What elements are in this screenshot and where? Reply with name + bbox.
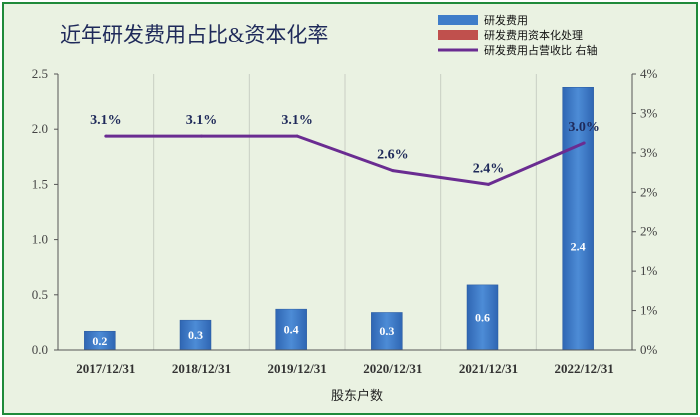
bar-data-label: 2.4 <box>571 240 586 254</box>
bar <box>466 284 499 351</box>
x-tick-label: 2020/12/31 <box>363 361 422 376</box>
line-series: 3.1% 3.1% 3.1% 2.6% 2.4% 3.0% <box>90 113 600 186</box>
left-tick-label: 2.5 <box>32 66 48 81</box>
line-point <box>582 141 586 145</box>
legend-label: 研发费用占营收比 右轴 <box>484 43 598 57</box>
left-tick-label: 2.0 <box>32 121 48 136</box>
line-point <box>200 134 203 138</box>
line-path <box>105 134 585 186</box>
legend-swatch <box>438 15 478 25</box>
bar <box>562 86 594 351</box>
line-data-label: 3.1% <box>90 113 122 128</box>
right-tick-label: 4% <box>640 66 658 81</box>
legend-label: 研发费用资本化处理 <box>484 28 583 42</box>
left-tick-label: 1.5 <box>32 176 48 191</box>
line-data-label: 2.4% <box>473 161 505 176</box>
bar-data-label: 0.3 <box>188 328 203 342</box>
bar-data-label: 0.2 <box>92 334 107 348</box>
x-tick-label: 2019/12/31 <box>268 361 327 376</box>
chart-axes: 0.0 0.5 1.0 1.5 2.0 2.5 0% 1% 1% 2% 2% 3% 3% 4% 2017/1… <box>32 66 658 376</box>
line-data-label: 2.6% <box>377 148 409 163</box>
right-tick-label: 2% <box>640 224 658 239</box>
chart-grid <box>57 74 633 350</box>
left-tick-label: 0.0 <box>32 342 48 357</box>
chart-title: 近年研发费用占比&资本化率 <box>60 23 328 47</box>
x-tick-label: 2017/12/31 <box>76 361 135 376</box>
line-point <box>295 134 299 138</box>
bar <box>179 319 212 351</box>
x-tick-label: 2021/12/31 <box>459 361 518 376</box>
legend-swatch <box>438 30 478 40</box>
x-axis-label: 股东户数 <box>331 388 383 404</box>
bar <box>275 308 307 351</box>
line-point <box>487 182 490 186</box>
left-tick-label: 0.5 <box>32 287 48 302</box>
left-tick-label: 1.0 <box>32 232 48 247</box>
line-point <box>104 134 108 138</box>
right-tick-label: 3% <box>640 145 658 160</box>
line-data-label: 3.1% <box>186 113 218 128</box>
x-tick-label: 2018/12/31 <box>172 361 231 376</box>
line-point <box>391 169 395 173</box>
right-tick-label: 3% <box>640 105 658 120</box>
legend-label: 研发费用 <box>484 13 528 27</box>
bar <box>371 312 403 351</box>
bar-data-label: 0.3 <box>379 324 394 338</box>
right-tick-label: 0% <box>640 342 658 357</box>
right-tick-label: 1% <box>640 303 658 318</box>
bar-series: 0.2 0.3 0.4 0.3 0.6 2.4 <box>84 86 594 351</box>
bar-data-label: 0.4 <box>284 323 299 337</box>
bar-data-label: 0.6 <box>475 310 490 324</box>
right-tick-label: 1% <box>640 263 658 278</box>
right-tick-label: 2% <box>640 184 658 199</box>
x-tick-label: 2022/12/31 <box>555 361 614 376</box>
line-data-label: 3.1% <box>281 113 313 128</box>
line-data-label: 3.0% <box>568 120 600 135</box>
